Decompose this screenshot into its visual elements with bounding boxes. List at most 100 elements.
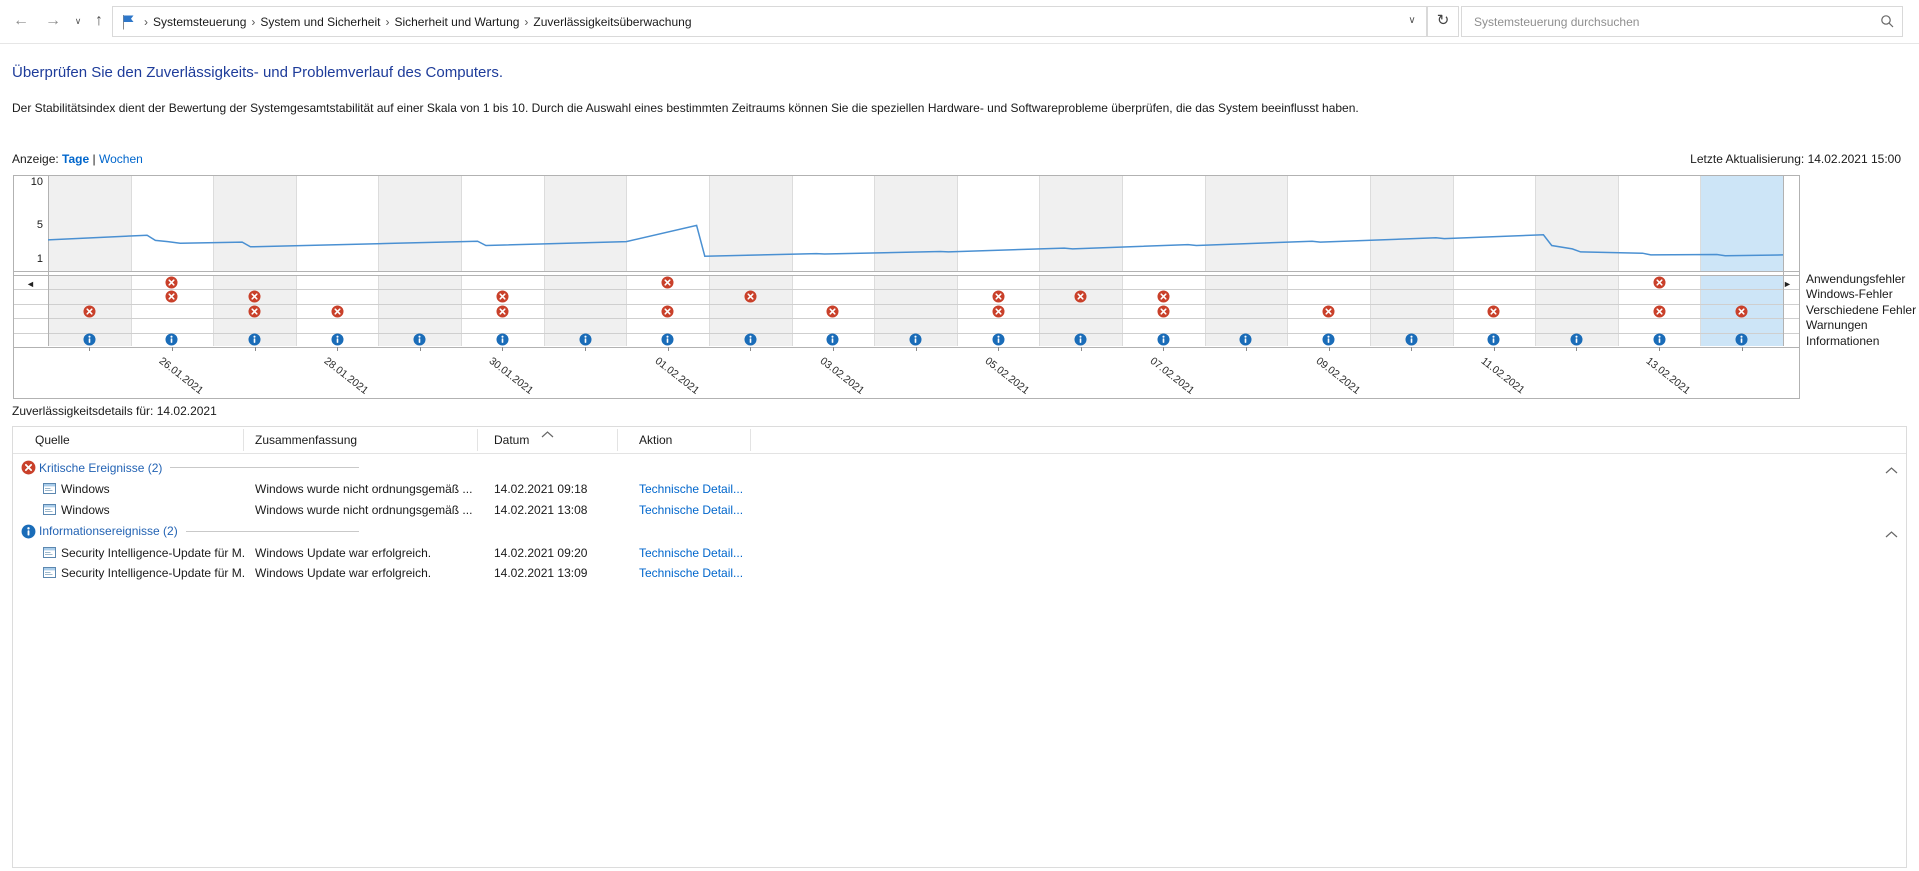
column-separator (1204, 176, 1206, 346)
date-label: 28.01.2021 (321, 355, 371, 397)
day-column[interactable] (295, 176, 379, 346)
date-tick (585, 347, 587, 351)
info-event-icon (1405, 333, 1418, 346)
event-row[interactable]: Windows Windows wurde nicht ordnungsgemäß… (13, 499, 1906, 520)
date-tick (1411, 347, 1413, 351)
address-bar[interactable]: › Systemsteuerung › System und Sicherheit › S… (112, 6, 1427, 37)
view-days-link[interactable]: Tage (62, 152, 90, 166)
date-label: 07.02.2021 (1147, 355, 1197, 397)
event-summary: Windows Update war erfolgreich. (255, 566, 432, 580)
event-source: Windows (61, 482, 110, 496)
error-event-icon (1653, 276, 1666, 289)
event-group-label: Kritische Ereignisse (2) (39, 460, 163, 475)
event-group-row[interactable]: Informationsereignisse (2) (13, 521, 1906, 542)
date-tick (337, 347, 339, 351)
column-separator (295, 176, 297, 346)
info-event-icon (826, 333, 839, 346)
event-source-icon (43, 567, 56, 581)
refresh-button[interactable]: ↻ (1427, 6, 1459, 37)
day-column[interactable] (874, 176, 957, 346)
error-event-icon (496, 290, 509, 303)
date-tick (502, 347, 504, 351)
technical-details-link[interactable]: Technische Detail... (639, 545, 744, 560)
day-column[interactable] (1287, 176, 1370, 346)
search-input[interactable] (1472, 8, 1876, 35)
event-date: 14.02.2021 09:20 (494, 545, 588, 560)
error-event-icon (744, 290, 757, 303)
event-source: Windows (61, 502, 110, 517)
breadcrumb-item[interactable]: System und Sicherheit (260, 14, 381, 29)
day-column[interactable] (543, 176, 627, 346)
date-label: 11.02.2021 (1478, 355, 1527, 397)
date-label: 13.02.2021 (1643, 355, 1693, 397)
technical-details-link[interactable]: Technische Detail... (639, 566, 744, 580)
technical-details-link[interactable]: Technische Detail... (639, 502, 744, 517)
column-separator (461, 176, 463, 346)
column-separator (626, 176, 628, 346)
event-row[interactable]: Security Intelligence-Update für M... Win… (13, 542, 1906, 563)
day-column[interactable] (1039, 176, 1123, 346)
up-button-icon[interactable]: ↑ (95, 12, 103, 29)
day-column[interactable] (1369, 176, 1453, 346)
error-event-icon (1487, 304, 1500, 318)
info-event-icon (661, 333, 674, 346)
breadcrumb-item[interactable]: Systemsteuerung (153, 14, 247, 29)
collapse-group-icon[interactable] (1885, 527, 1898, 541)
column-separator (1452, 176, 1454, 346)
header-separator (243, 429, 244, 451)
scroll-right-icon[interactable]: ► (1783, 279, 1792, 289)
breadcrumb-item[interactable]: Zuverlässigkeitsüberwachung (533, 14, 692, 29)
day-column[interactable] (1700, 176, 1783, 346)
day-column[interactable] (1122, 176, 1205, 346)
event-row[interactable]: Windows Windows wurde nicht ordnungsgemäß… (13, 478, 1906, 499)
day-column[interactable] (1535, 176, 1618, 346)
column-header-datum[interactable]: Datum (494, 433, 530, 447)
stability-chart: 10 5 1 26.01.2021 28.01.2021 30.01.2021 01.02.… (13, 175, 1800, 399)
event-group-row[interactable]: Kritische Ereignisse (2) (13, 457, 1906, 478)
day-column[interactable] (791, 176, 875, 346)
event-date: 14.02.2021 13:08 (494, 502, 588, 517)
column-header-aktion[interactable]: Aktion (639, 433, 673, 447)
event-row[interactable]: Security Intelligence-Update für M... Win… (13, 562, 1906, 583)
breadcrumb-chevron-icon: › (251, 14, 256, 29)
column-separator (791, 176, 793, 346)
day-column[interactable] (956, 176, 1040, 346)
event-summary: Windows Update war erfolgreich. (255, 545, 432, 560)
column-header-quelle[interactable]: Quelle (35, 433, 70, 447)
scroll-left-icon[interactable]: ◄ (26, 279, 35, 289)
day-column[interactable] (708, 176, 792, 346)
day-column[interactable] (48, 176, 131, 346)
column-header-zusammenfassung[interactable]: Zusammenfassung (255, 433, 358, 447)
date-tick (750, 347, 752, 351)
recent-pages-chevron-icon[interactable]: ∨ (74, 16, 82, 26)
event-grid-top-border (14, 275, 1799, 276)
critical-events-icon (21, 460, 36, 478)
day-column[interactable] (626, 176, 709, 346)
address-dropdown-chevron-icon[interactable]: ∨ (1408, 15, 1416, 26)
event-group-label-wrap: Kritische Ereignisse (2) (39, 457, 359, 478)
day-column[interactable] (130, 176, 214, 346)
event-source-icon (43, 546, 56, 561)
day-column[interactable] (1452, 176, 1536, 346)
event-grid-row-line (14, 303, 1799, 305)
event-row-label: Informationen (1806, 333, 1880, 348)
info-event-icon (331, 333, 344, 346)
breadcrumb: › Systemsteuerung › System und Sicherheit › S… (139, 15, 692, 29)
collapse-group-icon[interactable] (1885, 463, 1898, 477)
view-weeks-link[interactable]: Wochen (98, 152, 143, 166)
day-column[interactable] (1617, 176, 1701, 346)
day-column[interactable] (461, 176, 544, 346)
technical-details-link[interactable]: Technische Detail... (639, 482, 744, 496)
event-grid-row-line (14, 289, 1799, 291)
date-tick (89, 347, 91, 351)
event-grid-bottom-border (14, 347, 1799, 348)
toolbar: ← → ∨ ↑ › Systemsteuerung › System und Sich… (0, 0, 1919, 44)
day-column[interactable] (213, 176, 296, 346)
date-label: 30.01.2021 (487, 355, 536, 397)
day-column[interactable] (1204, 176, 1288, 346)
date-tick (998, 347, 1000, 351)
back-button-icon[interactable]: ← (13, 12, 29, 29)
forward-button-icon[interactable]: → (45, 12, 61, 29)
breadcrumb-item[interactable]: Sicherheit und Wartung (394, 14, 520, 29)
day-column[interactable] (378, 176, 462, 346)
